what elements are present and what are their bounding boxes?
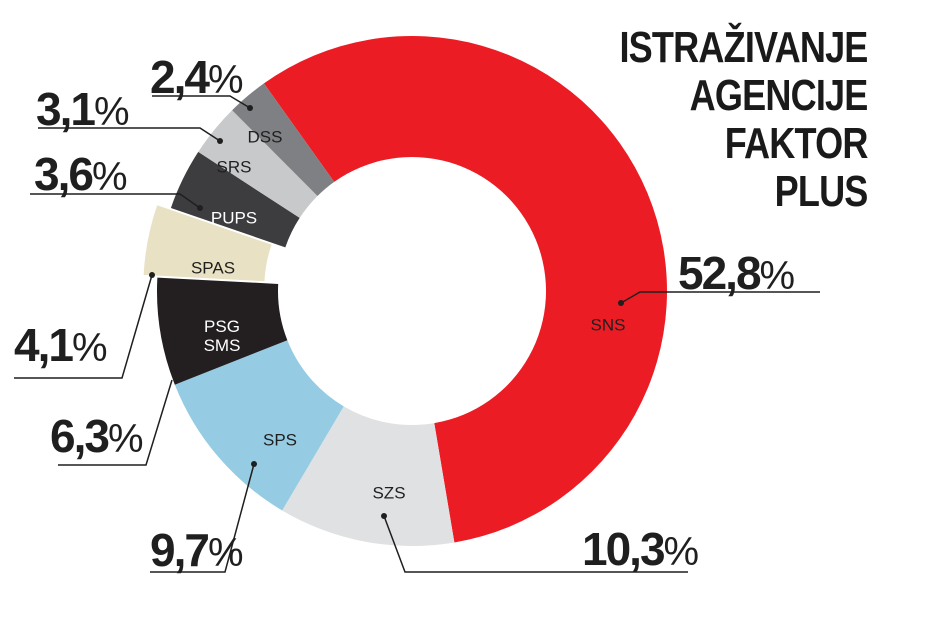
value-label-srs: 3,1% [36,83,130,135]
slice-sps [174,340,344,511]
value-label-psg-sms: 6,3% [50,410,144,462]
leader-line [38,127,221,142]
leader-dot [149,272,155,278]
segment-label-pups: PUPS [210,208,258,228]
leader-line [14,274,153,379]
leader-dot [217,138,223,144]
value-label-spas: 4,1% [14,319,108,371]
value-label-dss: 2,4% [150,51,244,103]
segment-label-sns: SNS [590,315,626,335]
title-line-4: PLUS [775,167,869,216]
leader-dot [251,461,257,467]
segment-label-szs: SZS [372,483,406,503]
leader-line [150,463,255,573]
value-label-pups: 3,6% [34,148,128,200]
segment-label-sps: SPS [262,430,298,450]
title-line-3: FAKTOR [725,119,869,168]
leader-line [30,193,201,209]
leader-dot [618,300,624,306]
donut-slices [143,36,667,547]
slice-srs [198,110,318,218]
leader-dot [247,105,253,111]
segment-label-srs: SRS [216,157,252,177]
value-label-szs: 10,3% [582,523,700,575]
chart-title: ISTRAŽIVANJE AGENCIJE FAKTOR PLUS [619,23,869,216]
leader-line [620,291,820,304]
segment-label-spas: SPAS [190,258,236,278]
value-label-sns: 52,8% [678,247,796,299]
segment-label-psg-sms: PSG SMS [203,317,241,355]
value-label-sps: 9,7% [150,524,244,576]
title-line-2: AGENCIJE [690,71,869,120]
leader-line [152,95,251,109]
slice-szs [282,406,455,547]
leader-dot [381,513,387,519]
slice-pups [170,151,300,248]
leader-lines [14,95,820,573]
slice-sns [263,36,667,543]
segment-label-dss: DSS [247,127,283,147]
slice-spas [143,205,272,282]
slice-dss [232,83,335,197]
slice-psg-sms [157,277,288,385]
leader-dot [197,205,203,211]
title-line-1: ISTRAŽIVANJE [619,23,869,72]
leader-line [58,379,173,466]
leader-line [383,515,688,573]
